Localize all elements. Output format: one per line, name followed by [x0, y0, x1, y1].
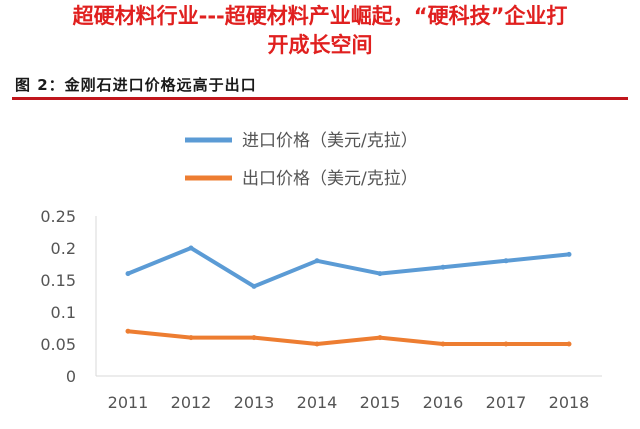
data-point: [377, 335, 383, 341]
series-line-1: [126, 246, 571, 289]
data-point: [566, 251, 572, 257]
data-point: [188, 245, 194, 251]
data-point: [125, 328, 131, 334]
headline-line-2: 开成长空间: [267, 33, 373, 57]
y-tick-label: 0: [66, 367, 76, 386]
caption-divider: [12, 97, 628, 100]
article-headline: 超硬材料行业---超硬材料产业崛起，“硬科技”企业打 开成长空间: [0, 2, 640, 60]
x-tick-label: 2015: [360, 393, 401, 412]
x-tick-label: 2014: [297, 393, 338, 412]
data-point: [314, 258, 320, 264]
x-tick-label: 2013: [234, 393, 275, 412]
data-point: [188, 335, 194, 341]
x-tick-label: 2017: [486, 393, 527, 412]
data-point: [440, 264, 446, 270]
data-point: [503, 341, 509, 347]
x-tick-label: 2016: [423, 393, 464, 412]
data-point: [314, 341, 320, 347]
data-point: [125, 271, 131, 277]
chart-legend: 进口价格（美元/克拉） 出口价格（美元/克拉）: [185, 131, 418, 189]
y-tick-label: 0.25: [40, 207, 76, 226]
x-axis: 2011 2012 2013 2014 2015 2016 2017 2018: [96, 375, 602, 412]
x-tick-label: 2018: [549, 393, 590, 412]
data-point: [251, 283, 257, 289]
y-axis: 0 0.05 0.1 0.15 0.2 0.25: [40, 207, 97, 386]
headline-line-1: 超硬材料行业---超硬材料产业崛起，“硬科技”企业打: [72, 4, 568, 28]
y-tick-label: 0.1: [51, 303, 76, 322]
legend-label: 进口价格（美元/克拉）: [242, 131, 418, 151]
y-tick-label: 0.15: [40, 271, 76, 290]
x-tick-label: 2011: [108, 393, 149, 412]
series-line-2: [126, 329, 571, 346]
data-point: [440, 341, 446, 347]
y-tick-label: 0.2: [51, 239, 76, 258]
y-tick-label: 0.05: [40, 335, 76, 354]
data-point: [251, 335, 257, 341]
x-tick-label: 2012: [171, 393, 212, 412]
data-point: [377, 271, 383, 277]
data-point: [503, 258, 509, 264]
data-point: [566, 341, 572, 347]
legend-label: 出口价格（美元/克拉）: [242, 169, 418, 189]
figure-caption: 图 2：金刚石进口价格远高于出口: [15, 76, 257, 94]
chart-series: [125, 245, 572, 347]
